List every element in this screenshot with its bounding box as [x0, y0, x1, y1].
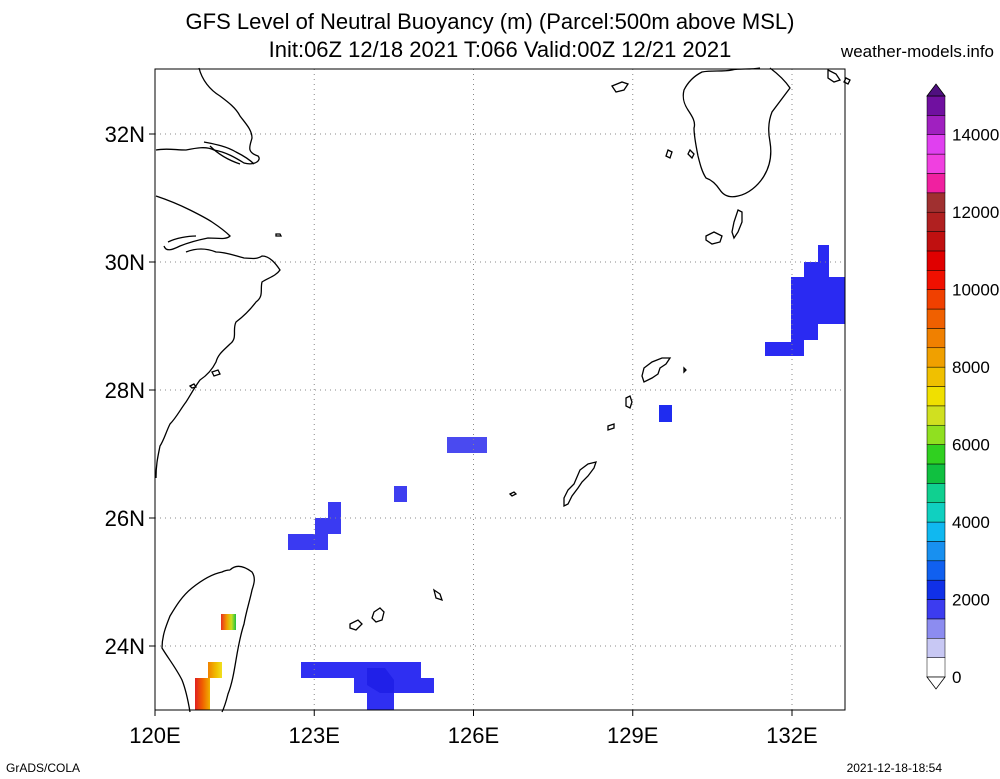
colorbar-min-arrow [926, 676, 946, 690]
colorbar-segment [926, 579, 946, 600]
colorbar-segment [926, 250, 946, 271]
lnb-patch-taiwan-2 [208, 662, 222, 678]
colorbar-segment [926, 115, 946, 135]
colorbar-segment [926, 599, 946, 620]
china-offshore-island-2 [211, 369, 221, 377]
colorbar-segment [926, 560, 946, 581]
lnb-patch-okinawa-north [659, 405, 672, 422]
colorbar-segment [926, 366, 946, 387]
colorbar-segment [926, 95, 946, 116]
lon-tick-label: 126E [448, 723, 499, 748]
colorbar-segment [926, 541, 946, 562]
lat-tick-label: 24N [105, 634, 145, 659]
colorbar-segment [926, 405, 946, 426]
kitadaito [683, 366, 687, 374]
colorbar-segment [926, 134, 946, 155]
colorbar-segment [926, 483, 946, 503]
software-credit: GrADS/COLA [6, 761, 81, 775]
ishigaki-island [371, 607, 385, 623]
colorbar-tick-label: 14000 [952, 126, 999, 145]
japan-north-islands [611, 68, 851, 93]
colorbar-segment [926, 289, 946, 310]
colorbar-segment [926, 328, 946, 349]
colorbar-tick-label: 12000 [952, 203, 999, 222]
colorbar-segment [926, 231, 946, 252]
colorbar-segment [926, 502, 946, 523]
chart-subtitle: Init:06Z 12/18 2021 T:066 Valid:00Z 12/2… [268, 37, 732, 62]
china-coastline [155, 67, 281, 479]
okinoerabu [607, 423, 615, 431]
okinawa-island [563, 461, 597, 508]
lnb-patch-south-dark [367, 668, 394, 693]
site-credit: weather-models.info [840, 42, 994, 61]
colorbar-segment [926, 638, 946, 658]
colorbar-segment [926, 173, 946, 194]
lnb-patch-125e [394, 486, 407, 502]
lat-tick-label: 26N [105, 506, 145, 531]
china-offshore-island-3 [188, 383, 198, 389]
lnb-patch-east [765, 245, 845, 356]
lat-tick-label: 28N [105, 378, 145, 403]
lat-tick-label: 32N [105, 122, 145, 147]
lnb-field [195, 245, 845, 710]
colorbar-segment [926, 192, 946, 213]
plot-frame [154, 68, 846, 711]
colorbar-tick-label: 6000 [952, 436, 990, 455]
yakushima [705, 231, 723, 245]
colorbar-segment [926, 424, 946, 445]
colorbar-max-arrow [926, 83, 946, 97]
colorbar-segment [926, 308, 946, 329]
lon-tick-label: 123E [289, 723, 340, 748]
colorbar-segment [926, 270, 946, 290]
colorbar-segment [926, 386, 946, 407]
tokunoshima [625, 395, 633, 409]
lon-tick-label: 120E [129, 723, 180, 748]
coastlines [155, 67, 851, 713]
lnb-patch-south [301, 662, 434, 710]
lon-tick-label: 129E [607, 723, 658, 748]
colorbar-tick-label: 2000 [952, 591, 990, 610]
colorbar-segment [926, 618, 946, 639]
colorbar-segment [926, 657, 946, 678]
timestamp: 2021-12-18-18:54 [846, 761, 942, 775]
chart-title: GFS Level of Neutral Buoyancy (m) (Parce… [185, 9, 795, 34]
kume-island [508, 491, 518, 497]
grid-lines: 120E 123E 126E 129E 132E 32N 30N 28N 26N 24N [105, 69, 845, 748]
colorbar-tick-label: 8000 [952, 358, 990, 377]
lnb-patch-taiwan-3 [195, 678, 210, 710]
miyako-islands [432, 588, 444, 602]
tanegashima [731, 209, 743, 240]
colorbar-segment [926, 347, 946, 368]
lnb-patch-126e [447, 437, 487, 453]
china-offshore-island-1 [275, 233, 283, 237]
colorbar-tick-label: 4000 [952, 513, 990, 532]
colorbar-segment [926, 444, 946, 465]
colorbar-segment [926, 211, 946, 232]
lat-tick-label: 30N [105, 250, 145, 275]
colorbar-segment [926, 521, 946, 542]
colorbar-segment [926, 153, 946, 174]
colorbar: 0 2000 4000 6000 8000 10000 12000 14000 [926, 83, 999, 690]
yangtze-estuary [203, 141, 255, 165]
koshiki-islands [665, 148, 695, 160]
colorbar-segment [926, 463, 946, 484]
kyushu-coastline [682, 67, 791, 198]
lnb-patch-123e [288, 502, 341, 550]
lnb-patch-taiwan-1 [221, 614, 236, 630]
amami-oshima [641, 357, 672, 383]
iriomote-island [349, 619, 363, 631]
colorbar-tick-label: 0 [952, 668, 961, 687]
taiwan-coastline [161, 565, 255, 713]
colorbar-tick-label: 10000 [952, 281, 999, 300]
lon-tick-label: 132E [766, 723, 817, 748]
